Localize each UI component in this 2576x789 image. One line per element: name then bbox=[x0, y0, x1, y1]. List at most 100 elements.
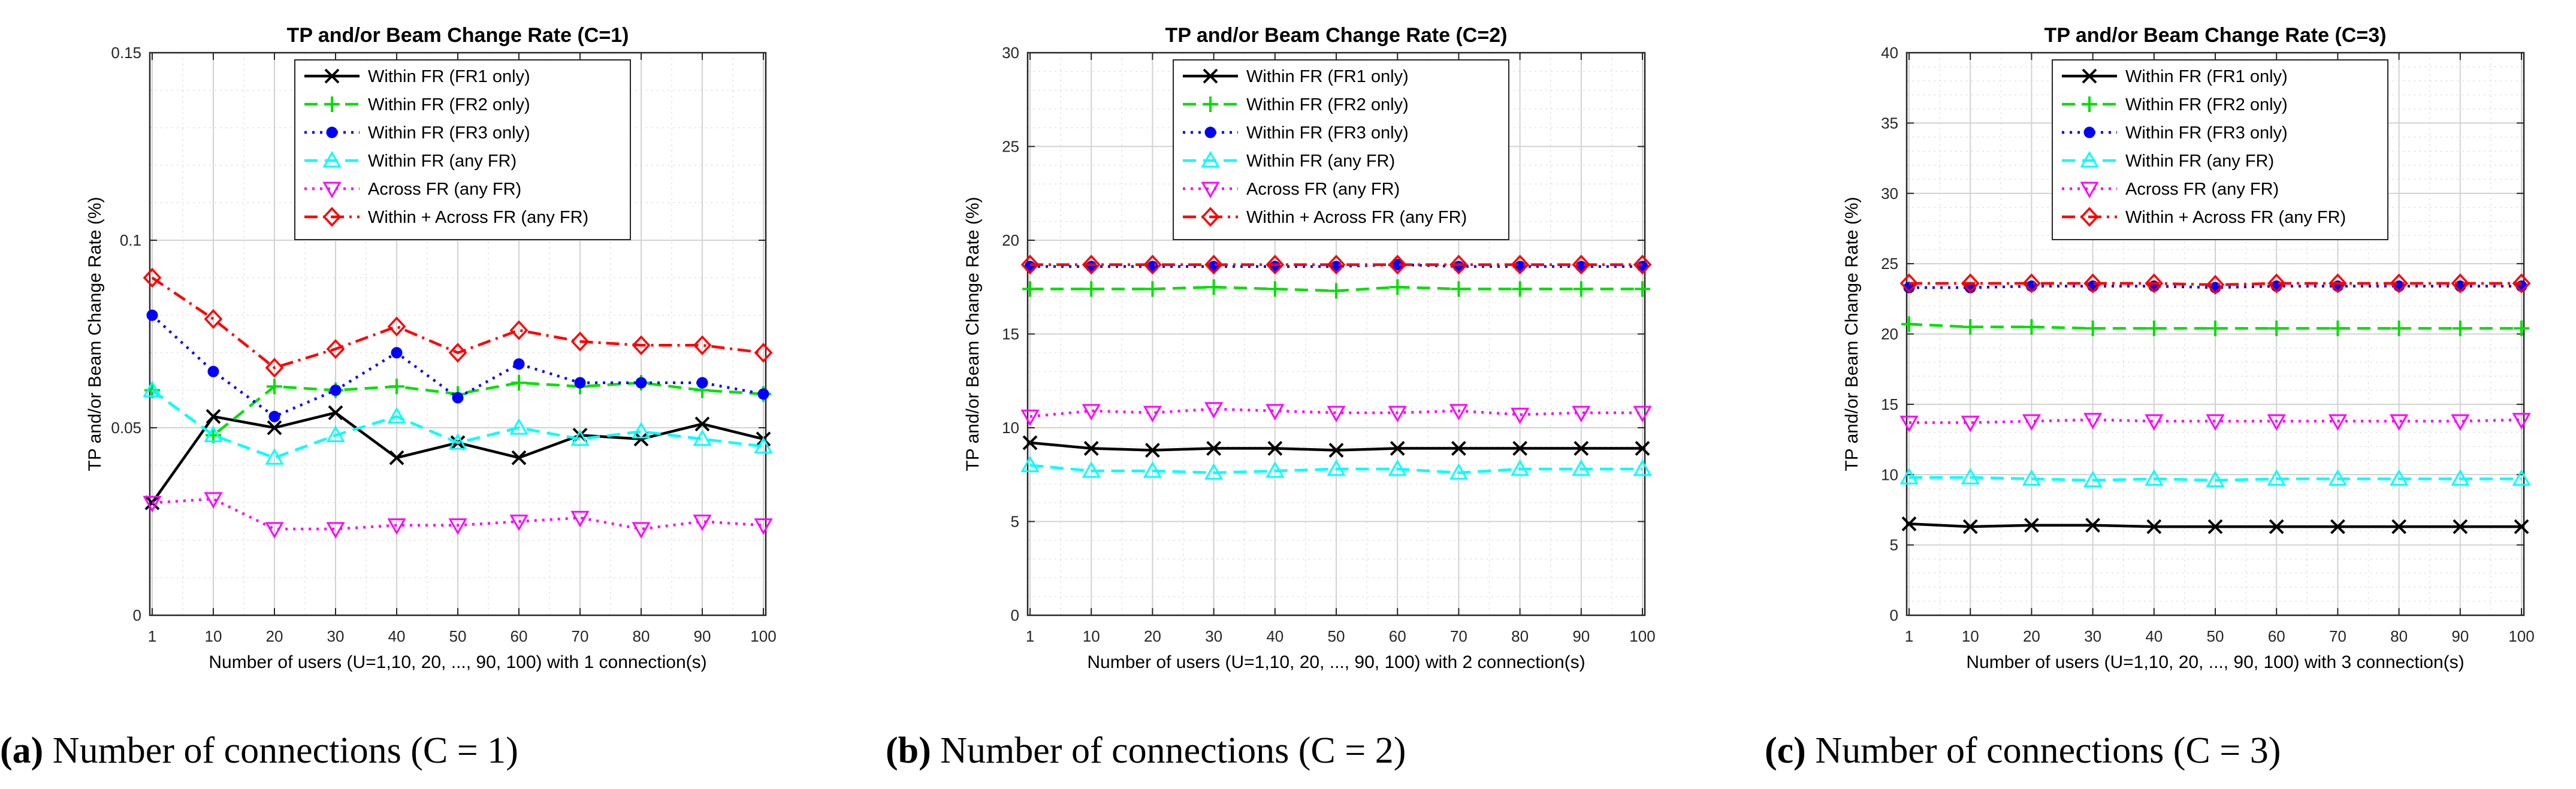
data-point-3 bbox=[1572, 459, 1591, 476]
caption-c-text: Number of connections (C = 3) bbox=[1805, 730, 2281, 771]
legend-marker-0 bbox=[1203, 68, 1218, 84]
y-tick-label: 0.15 bbox=[111, 44, 141, 62]
data-point-3 bbox=[2390, 469, 2409, 486]
data-point-4 bbox=[2022, 414, 2041, 431]
data-point-5 bbox=[2145, 273, 2164, 294]
legend-marker-0 bbox=[324, 68, 340, 84]
legend-marker-1 bbox=[2082, 96, 2097, 112]
legend-marker-2 bbox=[1204, 126, 1216, 138]
data-point-5 bbox=[204, 309, 223, 329]
data-point-5 bbox=[570, 331, 590, 352]
data-point-0 bbox=[2085, 518, 2101, 533]
data-point-1 bbox=[1901, 316, 1917, 332]
legend-label-2: Within FR (FR3 only) bbox=[368, 123, 530, 143]
x-tick-label: 70 bbox=[572, 627, 589, 645]
data-point-1 bbox=[1962, 319, 1979, 335]
series-line-5 bbox=[1909, 282, 2521, 286]
x-tick-label: 1 bbox=[1026, 627, 1034, 645]
y-tick-label: 15 bbox=[1881, 395, 1898, 413]
data-point-3 bbox=[632, 422, 651, 439]
y-tick-label: 0 bbox=[1890, 606, 1898, 624]
legend-marker-4 bbox=[322, 182, 342, 199]
data-point-0 bbox=[1901, 516, 1917, 531]
data-point-4 bbox=[1020, 409, 1040, 427]
data-point-1 bbox=[1328, 283, 1344, 299]
data-point-0 bbox=[2514, 519, 2529, 534]
data-point-0 bbox=[389, 450, 404, 465]
data-point-0 bbox=[1144, 443, 1160, 458]
series-line-3 bbox=[151, 389, 764, 460]
data-point-1 bbox=[2269, 321, 2285, 337]
caption-a-label: (a) bbox=[0, 730, 44, 771]
data-point-4 bbox=[1961, 415, 1980, 433]
legend-label-5: Within + Across FR (any FR) bbox=[368, 208, 588, 227]
caption-b-label: (b) bbox=[886, 730, 931, 771]
data-point-5 bbox=[1143, 255, 1162, 275]
x-tick-label: 100 bbox=[750, 627, 776, 645]
data-point-0 bbox=[2269, 519, 2284, 534]
data-point-4 bbox=[570, 510, 590, 528]
data-point-4 bbox=[326, 522, 345, 539]
data-point-2 bbox=[574, 377, 586, 389]
x-tick-label: 1 bbox=[1905, 627, 1913, 645]
legend-label-1: Within FR (FR2 only) bbox=[1246, 95, 1409, 114]
series-line-3 bbox=[1909, 476, 2521, 482]
legend-marker-1 bbox=[1203, 96, 1218, 112]
x-tick-label: 70 bbox=[1450, 627, 1467, 645]
data-point-4 bbox=[2328, 414, 2347, 431]
data-point-5 bbox=[754, 343, 773, 363]
x-tick-label: 30 bbox=[327, 627, 345, 645]
data-point-5 bbox=[1327, 255, 1346, 275]
x-tick-label: 60 bbox=[2268, 627, 2285, 645]
data-point-4 bbox=[448, 518, 467, 535]
data-point-3 bbox=[2512, 469, 2531, 486]
data-point-1 bbox=[2452, 321, 2468, 337]
y-axis-label: TP and/or Beam Change Rate (%) bbox=[1842, 197, 1862, 471]
data-point-0 bbox=[328, 405, 343, 421]
legend-label-3: Within FR (any FR) bbox=[1246, 152, 1395, 171]
data-point-3 bbox=[1143, 461, 1162, 478]
data-point-3 bbox=[570, 429, 590, 446]
legend-marker-3 bbox=[2080, 150, 2099, 168]
data-point-1 bbox=[389, 379, 404, 395]
legend-box bbox=[294, 59, 631, 240]
legend-label-4: Across FR (any FR) bbox=[1246, 180, 1400, 199]
data-point-3 bbox=[754, 437, 773, 454]
chart-title: TP and/or Beam Change Rate (C=2) bbox=[1165, 24, 1508, 47]
x-tick-label: 20 bbox=[266, 627, 283, 645]
data-point-5 bbox=[2267, 273, 2286, 294]
data-point-5 bbox=[509, 320, 529, 340]
caption-a-text: Number of connections (C = 1) bbox=[43, 730, 518, 771]
data-point-0 bbox=[1328, 443, 1344, 458]
data-point-1 bbox=[1635, 281, 1650, 297]
y-tick-label: 15 bbox=[1002, 325, 1019, 343]
x-tick-label: 60 bbox=[511, 627, 528, 645]
data-point-0 bbox=[2330, 519, 2345, 534]
data-point-4 bbox=[2145, 414, 2164, 431]
data-point-0 bbox=[1512, 441, 1528, 456]
legend-label-1: Within FR (FR2 only) bbox=[2125, 95, 2288, 114]
caption-b: (b) Number of connections (C = 2) bbox=[886, 730, 1406, 772]
data-point-3 bbox=[1388, 459, 1407, 476]
legend-label-2: Within FR (FR3 only) bbox=[2125, 123, 2288, 143]
chart-title: TP and/or Beam Change Rate (C=1) bbox=[287, 24, 629, 47]
data-point-4 bbox=[2512, 413, 2531, 430]
data-point-4 bbox=[2267, 414, 2286, 431]
series-line-4 bbox=[1909, 418, 2522, 424]
data-point-1 bbox=[2146, 321, 2162, 337]
data-point-5 bbox=[2512, 273, 2531, 294]
x-tick-label: 60 bbox=[1389, 627, 1406, 645]
data-point-4 bbox=[387, 518, 406, 535]
x-axis-label: Number of users (U=1,10, 20, ..., 90, 10… bbox=[209, 652, 706, 672]
data-point-3 bbox=[448, 433, 467, 450]
data-point-5 bbox=[326, 338, 345, 359]
x-tick-label: 10 bbox=[205, 627, 222, 645]
data-point-4 bbox=[2083, 413, 2103, 430]
data-point-1 bbox=[1267, 281, 1283, 297]
legend-marker-3 bbox=[1201, 150, 1220, 168]
series-line-3 bbox=[1029, 464, 1642, 474]
data-point-5 bbox=[2451, 273, 2470, 294]
data-point-5 bbox=[265, 358, 284, 378]
data-point-0 bbox=[2207, 519, 2223, 534]
